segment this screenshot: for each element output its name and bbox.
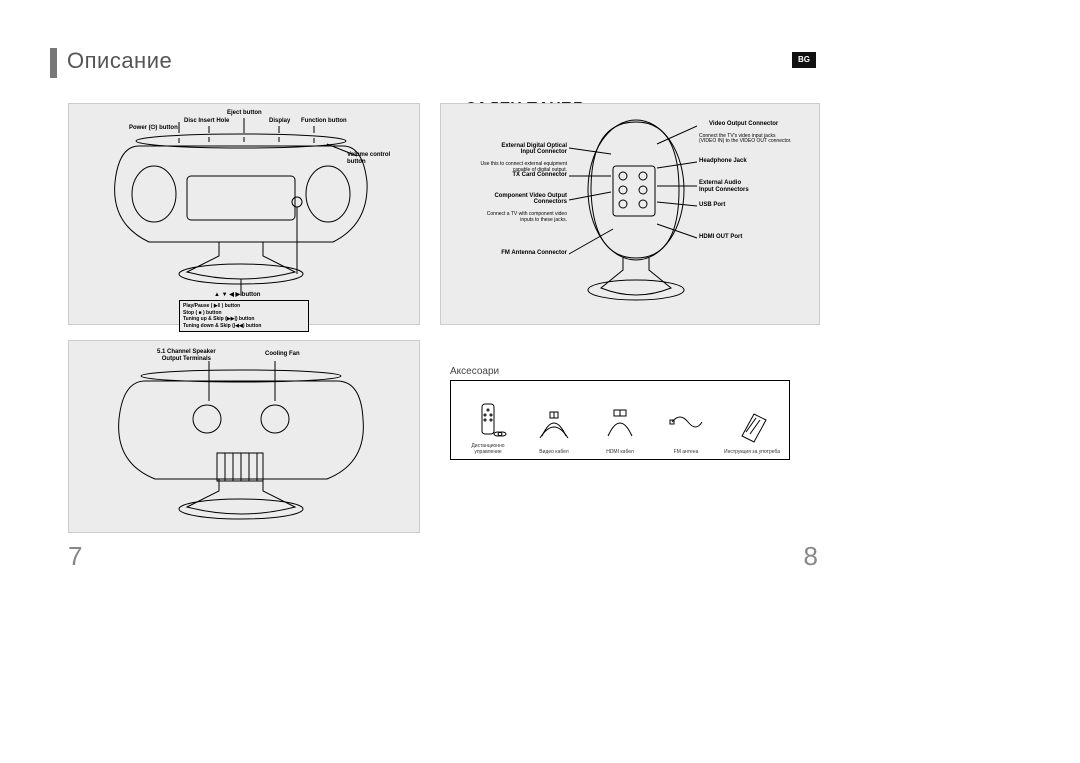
accessory-label: Видео кабел (539, 449, 568, 455)
accessory-manual: Инструкция за употреба (722, 406, 782, 455)
remote-icon (468, 400, 508, 440)
page-title: Описание (67, 48, 172, 74)
label-optical-title: External Digital Optical Input Connector (501, 143, 567, 156)
accessory-remote: Дистанционно управление (458, 400, 518, 455)
manual-spread: Описание BG —Front Panel— (50, 40, 810, 590)
label-fm: FM Antenna Connector (449, 250, 567, 257)
antenna-icon (666, 406, 706, 446)
accessory-label: FM антена (674, 449, 699, 455)
label-optical: External Digital Optical Input Connector… (449, 136, 567, 187)
label-function: Function button (301, 118, 347, 125)
accessories-heading: Аксесоари (450, 366, 499, 377)
label-hdmi: HDMI OUT Port (699, 234, 742, 241)
label-component-title: Component Video Output Connectors (494, 193, 567, 206)
accessories-box: Дистанционно управление Видео кабел HDMI… (450, 380, 790, 460)
legend-row: Tuning down & Skip (|◀◀) button (183, 323, 305, 330)
front-panel-figure: Eject button Disc Insert Hole Display Po… (68, 103, 420, 325)
label-ext-audio: External Audio Input Connectors (699, 180, 749, 193)
accessory-label: Инструкция за употреба (724, 449, 780, 455)
side-panel-figure: External Digital Optical Input Connector… (440, 103, 820, 325)
label-headphone: Headphone Jack (699, 158, 747, 165)
label-disc-hole: Disc Insert Hole (184, 118, 229, 125)
accessory-label: HDMI кабел (606, 449, 634, 455)
label-volume: Volume control button (347, 152, 390, 165)
playback-legend: Play/Pause ( ▶‖ ) button Stop ( ■ ) butt… (179, 300, 309, 332)
label-power: Power (⏻) button (129, 125, 178, 132)
label-video-out-title: Video Output Connector (709, 121, 778, 127)
label-eject: Eject button (227, 110, 262, 117)
rear-panel-figure: 5.1 Channel Speaker Output Terminals Coo… (68, 340, 420, 533)
accessory-antenna: FM антена (656, 406, 716, 455)
accessory-label: Дистанционно управление (458, 443, 518, 455)
label-nav: ▲ ▼ ◀ ▶ button (214, 292, 260, 299)
accessory-video-cable: Видео кабел (524, 406, 584, 455)
page-number-left: 7 (68, 541, 82, 572)
accessory-hdmi-cable: HDMI кабел (590, 406, 650, 455)
label-tx: TX Card Connector (449, 172, 567, 179)
label-component-sub: Connect a TV with component video inputs… (449, 212, 567, 223)
label-usb: USB Port (699, 202, 725, 209)
label-display: Display (269, 118, 290, 125)
hdmi-cable-icon (600, 406, 640, 446)
rear-device-drawing (69, 341, 421, 534)
label-speaker: 5.1 Channel Speaker Output Terminals (157, 349, 216, 362)
cable-icon (534, 406, 574, 446)
label-video-out-sub: Connect the TV's video input jacks (VIDE… (699, 134, 791, 145)
label-component: Component Video Output Connectors Connec… (449, 186, 567, 237)
page-number-right: 8 (804, 541, 818, 572)
title-accent-bar (50, 48, 57, 78)
language-badge: BG (792, 52, 816, 68)
manual-icon (732, 406, 772, 446)
label-video-out: Video Output Connector Connect the TV's … (699, 114, 791, 158)
label-fan: Cooling Fan (265, 351, 300, 358)
